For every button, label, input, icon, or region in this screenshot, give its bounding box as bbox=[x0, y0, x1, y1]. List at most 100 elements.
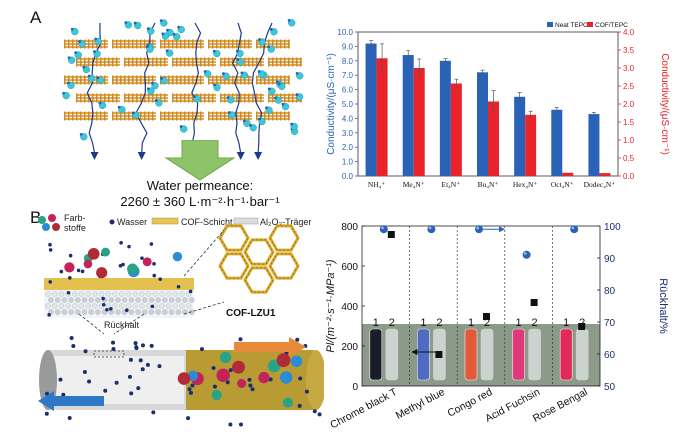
point-permeance bbox=[530, 299, 538, 306]
legend-swatch-neat bbox=[547, 22, 553, 27]
point-permeance bbox=[435, 351, 443, 358]
bar-neat-tepc bbox=[365, 43, 377, 176]
legend-label-neat: Neat TEPC bbox=[555, 22, 588, 29]
vial-feed bbox=[369, 328, 383, 381]
y2-axis-label: Conductivity/(μS·cm⁻¹) bbox=[659, 53, 670, 155]
legend-water-text: Wasser bbox=[117, 217, 147, 227]
point-highlight bbox=[524, 252, 527, 255]
permeance-value: 2260 ± 360 L·m⁻²·h⁻¹·bar⁻¹ bbox=[120, 194, 280, 209]
cof-lzu1-structure bbox=[218, 224, 300, 294]
y-axis-label: Pl/(m⁻²·s⁻¹·MPa⁻¹) bbox=[325, 259, 337, 353]
y2-tick-label: 3.0 bbox=[623, 64, 635, 73]
x-tick-label: Oct₄N⁺ bbox=[551, 180, 574, 189]
x-tick-label: Hex₄N⁺ bbox=[513, 180, 538, 189]
y2-tick-label: 2.5 bbox=[623, 82, 635, 91]
bar-neat-tepc bbox=[588, 114, 600, 176]
y2-tick-label: 1.0 bbox=[623, 136, 635, 145]
y-tick-label: 4.0 bbox=[342, 114, 354, 123]
y-tick-label: 7.0 bbox=[342, 71, 354, 80]
y-tick-label: 0 bbox=[352, 382, 358, 393]
point-retention bbox=[379, 225, 388, 234]
x-tick-label: Bu₄N⁺ bbox=[478, 180, 499, 189]
vial-feed bbox=[559, 328, 573, 381]
conductivity-chart: 0.0 1.0 2.0 3.0 4.0 5.0 6.0 7.0 8.0 9.0 10.0 0.0 0.5… bbox=[326, 22, 670, 189]
axis-indicator-right-head bbox=[499, 226, 505, 233]
bar-cof-tepc bbox=[599, 173, 611, 176]
vial-label-1: 1 bbox=[563, 317, 569, 329]
point-highlight bbox=[428, 226, 432, 230]
vial-label-1: 1 bbox=[420, 317, 426, 329]
point-retention bbox=[427, 225, 436, 234]
point-permeance bbox=[483, 313, 490, 320]
y-tick-label: 800 bbox=[341, 222, 358, 233]
point-permeance bbox=[578, 323, 586, 330]
legend-dyes-text-2: stoffe bbox=[64, 223, 86, 233]
legend-label-cof: COF/TEPC bbox=[595, 22, 628, 29]
x-tick-label: Methyl blue bbox=[394, 386, 447, 422]
y2-tick-label: 90 bbox=[604, 254, 616, 265]
y-tick-label: 200 bbox=[341, 342, 358, 353]
panel-letter-a: A bbox=[30, 8, 42, 27]
vial-permeate bbox=[575, 328, 589, 381]
axis-indicator-left-head bbox=[411, 349, 418, 355]
bar-cof-tepc bbox=[525, 114, 537, 176]
vial-label-1: 1 bbox=[516, 317, 522, 329]
legend-support-text: Al₂O₃-Träger bbox=[260, 217, 311, 227]
legend-b: Farb- stoffe Wasser COF-Schicht Al₂O₃-Tr… bbox=[38, 213, 311, 233]
y-tick-label: 3.0 bbox=[342, 129, 354, 138]
y-tick-label: 6.0 bbox=[342, 86, 354, 95]
y2-axis-label: Rückhalt/% bbox=[657, 278, 669, 334]
x-tick-label: Dodec₄N⁺ bbox=[584, 180, 616, 189]
y-tick-label: 1.0 bbox=[342, 158, 354, 167]
vial-label-2: 2 bbox=[436, 317, 442, 329]
bar-cof-tepc bbox=[562, 172, 574, 176]
y-axis-label: Conductivity/(μS·cm⁻¹) bbox=[326, 53, 337, 155]
y-tick-label: 400 bbox=[341, 302, 358, 313]
x-tick-label: NH₄⁺ bbox=[368, 180, 385, 189]
panel-letter-b: B bbox=[30, 208, 42, 227]
bar-cof-tepc bbox=[450, 83, 462, 176]
vial-permeate bbox=[528, 328, 541, 381]
y2-tick-label: 0.0 bbox=[623, 172, 635, 181]
vial-permeate bbox=[480, 328, 494, 381]
vial-feed bbox=[417, 328, 430, 381]
bar-neat-tepc bbox=[439, 60, 451, 176]
bar-cof-tepc bbox=[376, 58, 388, 176]
y2-tick-label: 60 bbox=[604, 350, 616, 361]
x-tick-label: Rose Bengal bbox=[531, 386, 590, 425]
point-highlight bbox=[476, 226, 479, 230]
bar-neat-tepc bbox=[402, 55, 414, 176]
x-tick-label: Et₄N⁺ bbox=[442, 180, 461, 189]
cof-sheet-stack bbox=[64, 39, 302, 121]
y2-tick-label: 50 bbox=[604, 382, 616, 393]
y2-tick-label: 4.0 bbox=[623, 28, 635, 37]
legend-dyes-text: Farb- bbox=[64, 213, 86, 223]
point-highlight bbox=[571, 226, 575, 230]
point-permeance bbox=[387, 231, 395, 238]
y-tick-label: 600 bbox=[341, 262, 358, 273]
permeance-label: Water permeance: 2260 ± 360 L·m⁻²·h⁻¹·ba… bbox=[100, 178, 300, 210]
y2-tick-label: 80 bbox=[604, 286, 616, 297]
vial-label-2: 2 bbox=[532, 317, 538, 329]
y-tick-label: 8.0 bbox=[342, 57, 354, 66]
y2-tick-label: 3.5 bbox=[623, 46, 635, 55]
legend-swatch-cof bbox=[587, 22, 593, 27]
water-molecules bbox=[62, 19, 304, 141]
feed-arrow bbox=[234, 337, 306, 357]
y-tick-label: 9.0 bbox=[342, 42, 354, 51]
vial-feed bbox=[512, 328, 525, 381]
bar-neat-tepc bbox=[477, 72, 488, 176]
y2-tick-label: 1.5 bbox=[623, 118, 635, 127]
x-tick-label: Me₄N⁺ bbox=[403, 180, 425, 189]
vial-feed bbox=[464, 328, 478, 381]
bar-cof-tepc bbox=[413, 68, 425, 176]
cof-name-label: COF-LZU1 bbox=[226, 308, 276, 319]
vial-permeate bbox=[385, 328, 399, 381]
legend-cof-text: COF-Schicht bbox=[181, 217, 233, 227]
y2-tick-label: 100 bbox=[604, 222, 621, 233]
point-retention bbox=[522, 250, 531, 259]
point-highlight bbox=[381, 226, 384, 230]
permeance-title: Water permeance: bbox=[146, 178, 254, 193]
retention-label: Rückhalt bbox=[104, 320, 140, 330]
membrane-cross-section bbox=[44, 240, 195, 318]
